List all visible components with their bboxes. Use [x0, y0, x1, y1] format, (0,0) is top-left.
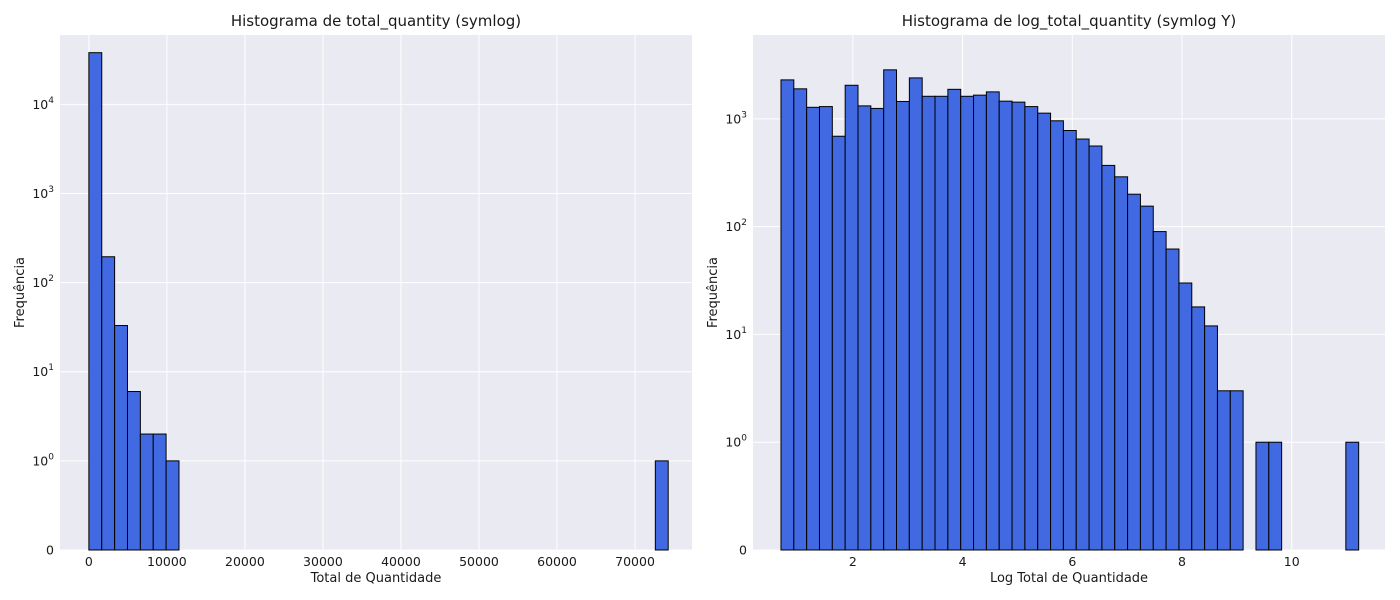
x-axis-label: Total de Quantidade — [310, 571, 442, 586]
chart-total-quantity: 0 10000 20000 30000 40000 50000 60000 70000 0 10… — [13, 12, 692, 586]
x-tick-label: 4 — [959, 554, 967, 569]
histogram-bar — [908, 77, 923, 551]
histogram-bar — [1088, 145, 1103, 551]
histogram-bar — [793, 88, 808, 551]
x-tick-label: 0 — [85, 554, 93, 569]
y-tick-label: 100 — [725, 434, 747, 450]
histogram-bar — [1255, 441, 1270, 551]
histogram-bar — [88, 52, 103, 551]
histogram-bar — [870, 107, 885, 551]
x-tick-label: 60000 — [537, 554, 577, 569]
y-tick-label: 104 — [32, 96, 54, 112]
y-tick-label: 100 — [32, 452, 54, 468]
y-tick-label: 101 — [725, 326, 747, 342]
histogram-bar — [1165, 248, 1180, 551]
x-tick-label: 8 — [1178, 554, 1186, 569]
histogram-bar — [152, 433, 167, 551]
histogram-bar — [1062, 130, 1077, 551]
histogram-bar — [1204, 325, 1218, 551]
histogram-bar — [1345, 441, 1360, 551]
histogram-bar — [1114, 176, 1129, 551]
histogram-bar — [114, 325, 128, 551]
y-tick-label: 102 — [32, 274, 54, 290]
chart-title: Histograma de log_total_quantity (symlog… — [902, 12, 1237, 31]
histogram-bar — [1229, 390, 1244, 551]
histogram-bar — [101, 256, 116, 551]
x-tick-label: 2 — [849, 554, 857, 569]
histogram-bar — [973, 94, 987, 551]
histogram-bar — [985, 91, 1000, 551]
histogram-bar — [1268, 441, 1283, 551]
y-tick-label: 103 — [725, 110, 747, 126]
histogram-bar — [1216, 390, 1231, 551]
histogram-bar — [780, 79, 795, 551]
histogram-bar — [165, 460, 180, 551]
histogram-bar — [844, 84, 859, 551]
y-tick-label: 103 — [32, 185, 54, 201]
x-tick-label: 40000 — [381, 554, 421, 569]
x-tick-label: 30000 — [303, 554, 343, 569]
x-tick-label: 6 — [1068, 554, 1076, 569]
histogram-bar — [947, 88, 962, 551]
histogram-bar — [1139, 205, 1154, 551]
y-axis-label: Frequência — [706, 257, 721, 328]
histogram-bar — [1178, 282, 1193, 551]
x-tick-label: 10 — [1284, 554, 1300, 569]
x-tick-label: 70000 — [615, 554, 655, 569]
histogram-bar — [998, 100, 1013, 551]
histogram-bar — [1050, 120, 1064, 551]
histogram-bar — [1101, 164, 1116, 551]
histogram-bar — [1127, 193, 1141, 551]
histogram-bar — [139, 433, 154, 551]
histogram-bar — [126, 391, 141, 551]
histogram-bar — [883, 69, 898, 551]
histogram-bar — [806, 106, 820, 551]
histogram-bar — [960, 95, 975, 551]
x-axis-label: Log Total de Quantidade — [990, 571, 1148, 586]
histogram-bar — [1037, 112, 1052, 551]
histogram-bar — [654, 460, 669, 551]
histogram-bar — [1011, 101, 1026, 551]
y-tick-label: 0 — [739, 543, 747, 558]
x-tick-label: 10000 — [147, 554, 187, 569]
histogram-bar — [1152, 231, 1167, 551]
histogram-bar — [818, 106, 833, 551]
y-tick-label: 102 — [725, 218, 747, 234]
histogram-bar — [857, 105, 872, 551]
histogram-bar — [1024, 106, 1039, 551]
chart-title: Histograma de total_quantity (symlog) — [231, 12, 521, 31]
histogram-bar — [1075, 138, 1090, 551]
histogram-bar — [921, 95, 936, 551]
y-tick-label: 0 — [46, 543, 54, 558]
histogram-bar — [831, 135, 846, 551]
x-tick-label: 20000 — [225, 554, 265, 569]
chart-log-total-quantity: 2 4 6 8 10 0 100 101 102 103 Histograma de log_t… — [706, 12, 1385, 586]
histogram-bar — [1191, 306, 1206, 551]
histogram-bar — [934, 95, 949, 551]
x-tick-label: 50000 — [459, 554, 499, 569]
y-axis-label: Frequência — [13, 257, 28, 328]
histogram-bar — [896, 100, 910, 551]
y-tick-label: 101 — [32, 363, 54, 379]
